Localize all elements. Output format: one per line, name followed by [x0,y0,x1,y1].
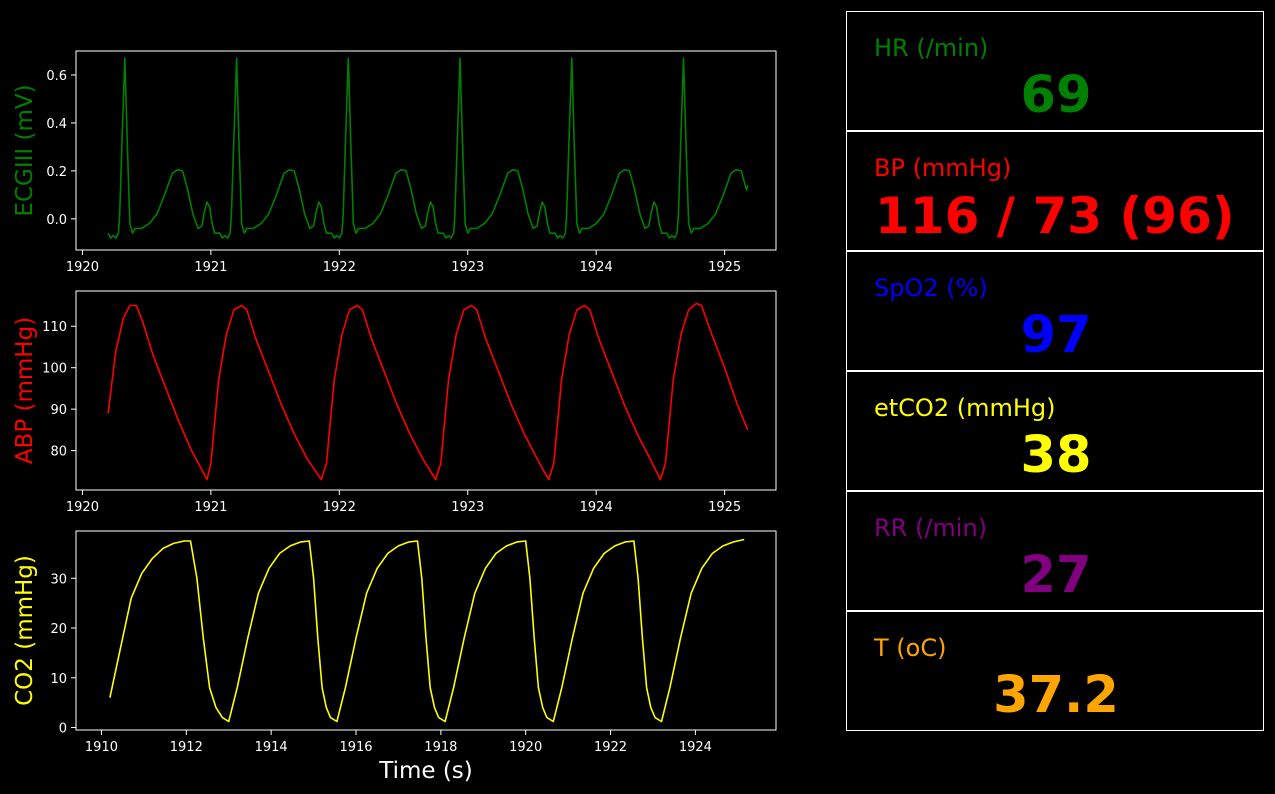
spo2-label: SpO2 (%) [874,274,988,302]
ecg-ytick-label: 0.0 [46,213,67,228]
etco2-value: 38 [1020,426,1092,485]
co2-xtick-label: 1916 [339,740,372,755]
abp-ytick-label: 80 [50,445,67,460]
hr-label: HR (/min) [874,34,989,62]
ecg-xtick-label: 1922 [323,260,356,275]
ecg-ylabel: ECGIII (mV) [12,84,38,216]
co2-xtick-label: 1922 [594,740,627,755]
bp-value: 116 / 73 (96) [875,187,1235,245]
co2-xtick-label: 1910 [85,740,118,755]
co2-xtick-label: 1924 [679,740,712,755]
co2-xtick-label: 1914 [255,740,288,755]
temp-label: T (oC) [874,634,947,662]
abp-xtick-label: 1921 [194,500,227,515]
spo2-value: 97 [1020,306,1092,365]
ecg-xtick-label: 1921 [194,260,227,275]
co2-ytick-label: 0 [59,722,67,737]
abp-ylabel: ABP (mmHg) [12,317,38,464]
abp-chart: 1920 1921 1922 1923 1924 1925 80 90 100 110 ABP (m… [12,290,777,515]
abp-xtick-label: 1925 [708,500,741,515]
abp-ytick-label: 100 [42,362,67,377]
co2-xtick-label: 1920 [509,740,542,755]
ecg-chart: 1920 1921 1922 1923 1924 1925 0.0 0.2 0.4 0.6 ECGI… [12,50,777,275]
co2-ylabel: CO2 (mmHg) [12,555,38,706]
ecg-ytick-label: 0.4 [46,117,67,132]
co2-series-line [109,538,745,723]
co2-xtick-label: 1918 [424,740,457,755]
abp-ytick-label: 90 [50,403,67,418]
ecg-ytick-label: 0.6 [46,69,67,84]
ecg-xtick-label: 1923 [451,260,484,275]
rr-label: RR (/min) [874,514,988,542]
ecg-series-line [107,57,749,239]
etco2-label: etCO2 (mmHg) [874,394,1056,422]
temp-value: 37.2 [993,666,1119,725]
co2-xlabel: Time (s) [378,758,473,784]
abp-xtick-label: 1920 [66,500,99,515]
co2-ytick-label: 20 [50,622,67,637]
abp-series-line [107,302,749,481]
ecg-plot-frame [75,50,777,251]
co2-chart: 1910 1912 1914 1916 1918 1920 1922 1924 0 10 20 30 C… [12,530,777,784]
ecg-xtick-label: 1924 [580,260,613,275]
etco2-panel: etCO2 (mmHg) 38 [846,371,1264,491]
rr-value: 27 [1020,546,1092,605]
co2-plot-frame [75,530,777,731]
co2-ytick-label: 30 [50,572,67,587]
abp-ytick-label: 110 [42,320,67,335]
ecg-xtick-label: 1925 [708,260,741,275]
hr-panel: HR (/min) 69 [846,11,1264,131]
abp-plot-frame [75,290,777,491]
hr-value: 69 [1020,66,1092,125]
temp-panel: T (oC) 37.2 [846,611,1264,731]
abp-xtick-label: 1922 [323,500,356,515]
co2-xtick-label: 1912 [170,740,203,755]
bp-label: BP (mmHg) [874,154,1012,182]
abp-xtick-label: 1923 [451,500,484,515]
abp-xtick-label: 1924 [580,500,613,515]
ecg-xtick-label: 1920 [66,260,99,275]
ecg-ytick-label: 0.2 [46,165,67,180]
waveform-charts: 1920 1921 1922 1923 1924 1925 0.0 0.2 0.4 0.6 ECGI… [12,50,777,784]
co2-ytick-label: 10 [50,672,67,687]
bp-panel: BP (mmHg) 116 / 73 (96) [846,131,1264,251]
spo2-panel: SpO2 (%) 97 [846,251,1264,371]
rr-panel: RR (/min) 27 [846,491,1264,611]
